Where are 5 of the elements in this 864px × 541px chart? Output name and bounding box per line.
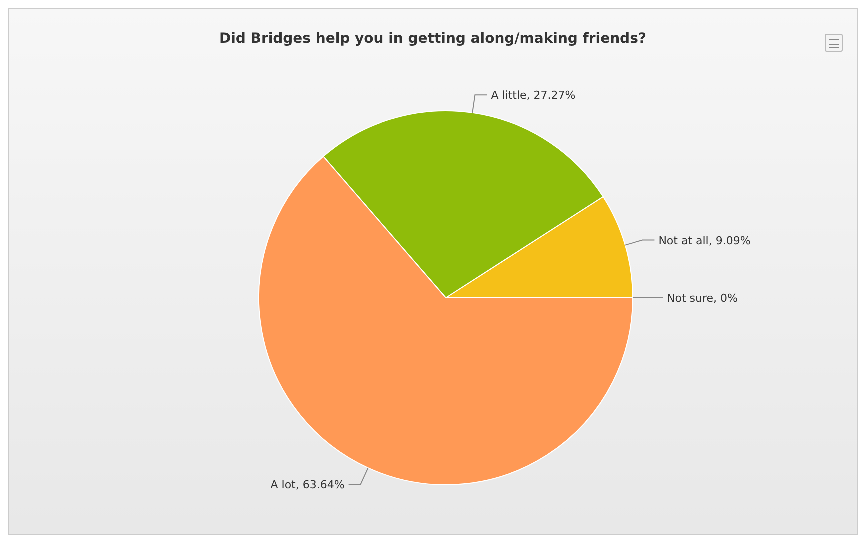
legend-label: Not sure, 0% bbox=[667, 292, 738, 305]
slice-label: Not at all, 9.09% bbox=[658, 234, 751, 248]
slice-label: A little, 27.27% bbox=[491, 89, 576, 102]
slice-label: A lot, 63.64% bbox=[270, 478, 345, 492]
chart-title: Did Bridges help you in getting along/making friends? bbox=[218, 31, 648, 47]
